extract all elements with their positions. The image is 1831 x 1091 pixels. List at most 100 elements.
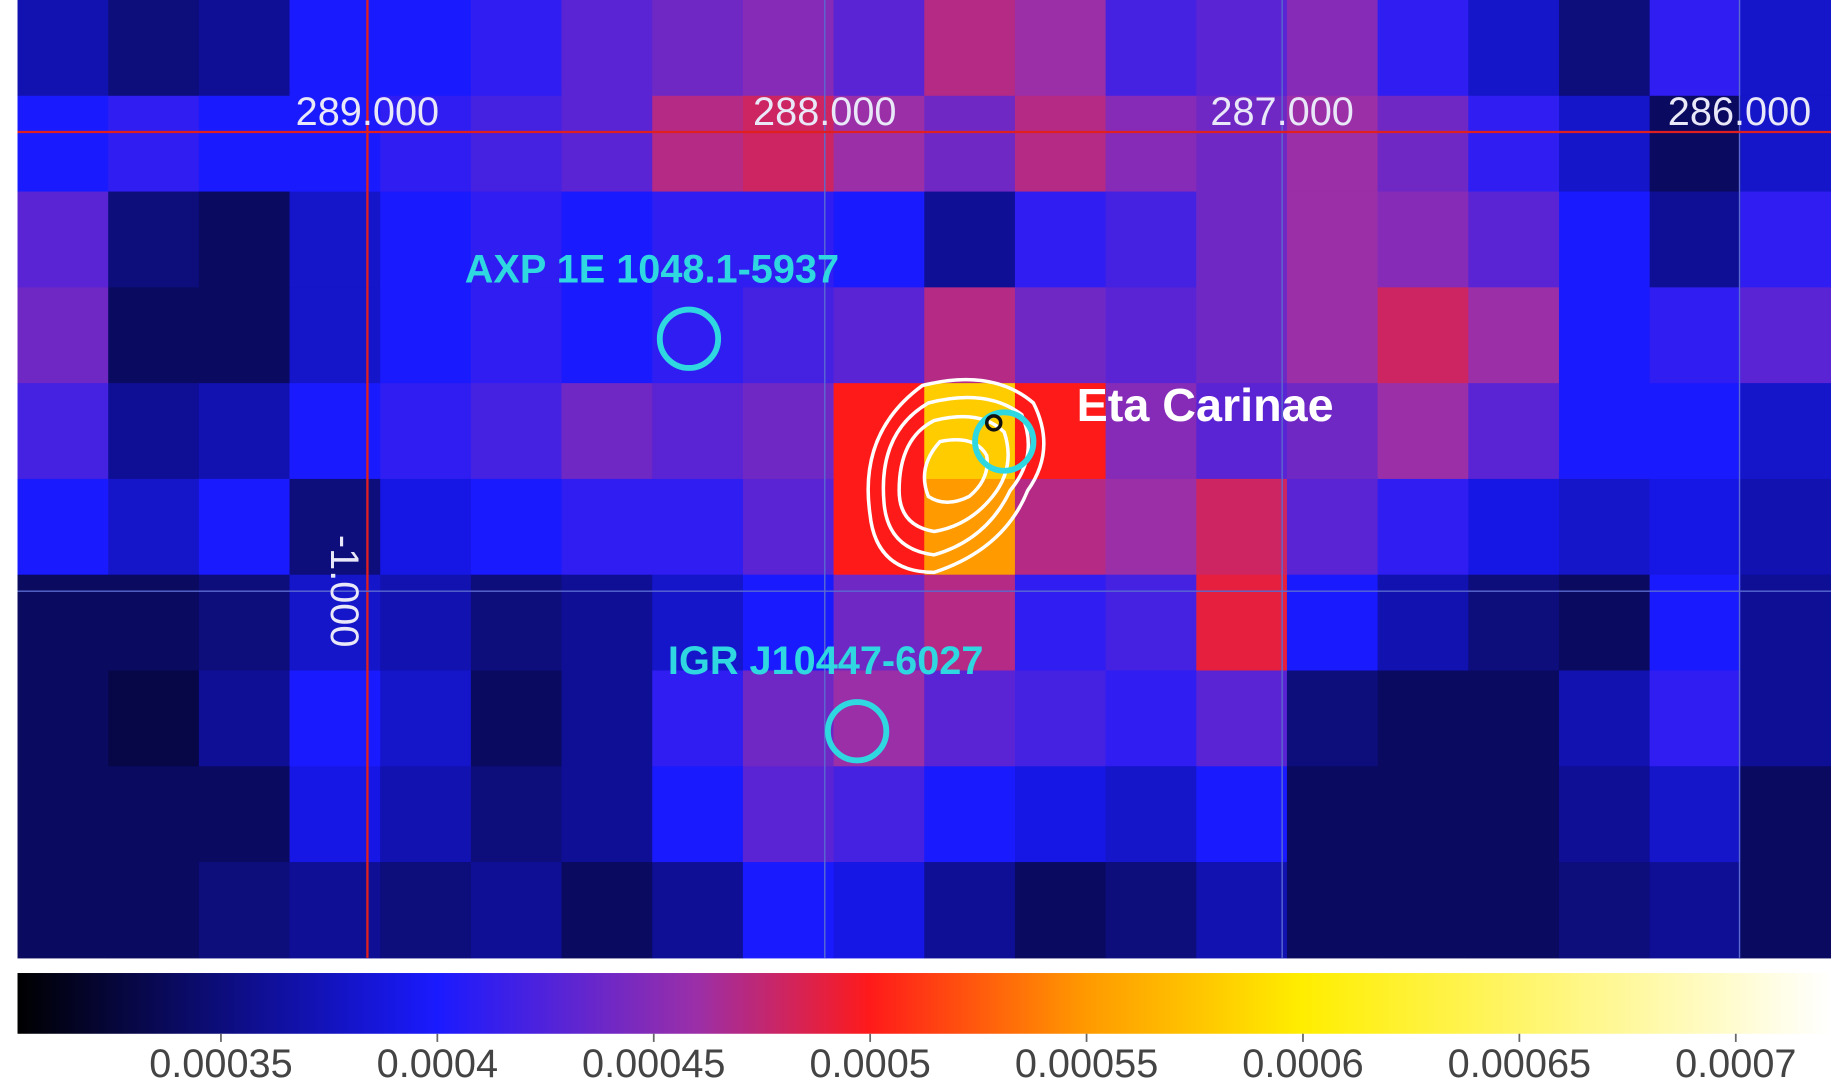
map-cell bbox=[1106, 766, 1197, 862]
map-cell bbox=[1650, 766, 1741, 862]
map-cell bbox=[471, 862, 562, 958]
map-cell bbox=[18, 670, 109, 766]
map-cell bbox=[1559, 383, 1650, 479]
map-cell bbox=[1196, 0, 1287, 96]
map-cell bbox=[1378, 192, 1469, 288]
map-cell bbox=[1106, 0, 1197, 96]
map-cell bbox=[108, 287, 199, 383]
map-cell bbox=[1287, 287, 1378, 383]
map-cell bbox=[1196, 192, 1287, 288]
map-cell bbox=[471, 0, 562, 96]
map-cell bbox=[834, 766, 925, 862]
map-cell bbox=[1378, 383, 1469, 479]
map-cell bbox=[1287, 575, 1378, 671]
map-cell bbox=[1468, 575, 1559, 671]
map-cell bbox=[108, 479, 199, 575]
map-cell bbox=[380, 192, 471, 288]
map-cell bbox=[18, 575, 109, 671]
map-cell bbox=[1468, 0, 1559, 96]
map-cell bbox=[1740, 862, 1831, 958]
map-cell bbox=[1196, 862, 1287, 958]
map-cell bbox=[1650, 670, 1741, 766]
map-cell bbox=[1015, 287, 1106, 383]
map-cell bbox=[1378, 287, 1469, 383]
x-tick-label: 286.000 bbox=[1668, 90, 1811, 134]
map-cell bbox=[1740, 383, 1831, 479]
map-cell bbox=[652, 670, 743, 766]
map-cell bbox=[562, 287, 653, 383]
map-cell bbox=[1015, 862, 1106, 958]
map-cell bbox=[108, 862, 199, 958]
map-cell bbox=[924, 0, 1015, 96]
map-cell bbox=[471, 766, 562, 862]
map-cell bbox=[1468, 192, 1559, 288]
map-cell bbox=[108, 192, 199, 288]
map-cell bbox=[562, 479, 653, 575]
map-cell bbox=[562, 575, 653, 671]
map-cell bbox=[199, 0, 290, 96]
map-cell bbox=[18, 766, 109, 862]
map-cell bbox=[18, 862, 109, 958]
x-tick-label: 288.000 bbox=[753, 90, 896, 134]
map-cell bbox=[1559, 0, 1650, 96]
map-cell bbox=[562, 862, 653, 958]
map-cell bbox=[1740, 192, 1831, 288]
map-cell bbox=[380, 383, 471, 479]
map-cell bbox=[562, 766, 653, 862]
map-cell bbox=[471, 96, 562, 192]
map-cell bbox=[1559, 575, 1650, 671]
map-cell bbox=[18, 96, 109, 192]
colorbar-tick-label: 0.0006 bbox=[1242, 1042, 1363, 1086]
map-cell bbox=[562, 670, 653, 766]
source-label: AXP 1E 1048.1-5937 bbox=[465, 248, 839, 292]
map-cell bbox=[199, 766, 290, 862]
map-cell bbox=[1287, 479, 1378, 575]
map-cell bbox=[1740, 670, 1831, 766]
map-cell bbox=[1468, 287, 1559, 383]
colorbar-tick-label: 0.00035 bbox=[149, 1042, 292, 1086]
map-cell bbox=[1106, 862, 1197, 958]
map-cell bbox=[1559, 670, 1650, 766]
map-cell bbox=[1559, 96, 1650, 192]
map-cell bbox=[199, 383, 290, 479]
map-cell bbox=[471, 670, 562, 766]
map-cell bbox=[1468, 862, 1559, 958]
map-cell bbox=[1559, 766, 1650, 862]
map-cell bbox=[471, 287, 562, 383]
map-cell bbox=[743, 766, 834, 862]
map-cell bbox=[18, 0, 109, 96]
y-tick-label: -1.000 bbox=[322, 535, 366, 648]
map-cell bbox=[1015, 479, 1106, 575]
map-cell bbox=[1378, 575, 1469, 671]
map-cell bbox=[1559, 192, 1650, 288]
map-cell bbox=[834, 287, 925, 383]
map-cell bbox=[1287, 0, 1378, 96]
colorbar-tick-label: 0.0007 bbox=[1675, 1042, 1796, 1086]
map-cell bbox=[1106, 670, 1197, 766]
map-cell bbox=[1015, 0, 1106, 96]
map-cell bbox=[1015, 96, 1106, 192]
map-cell bbox=[199, 479, 290, 575]
source-label: Eta Carinae bbox=[1077, 379, 1334, 431]
colorbar-gap bbox=[18, 960, 1831, 973]
map-cell bbox=[834, 0, 925, 96]
map-cell bbox=[924, 670, 1015, 766]
x-tick-label: 287.000 bbox=[1210, 90, 1353, 134]
map-cell bbox=[1196, 287, 1287, 383]
map-cell bbox=[1740, 575, 1831, 671]
map-cell bbox=[199, 670, 290, 766]
map-cell bbox=[108, 0, 199, 96]
map-cell bbox=[1650, 192, 1741, 288]
map-cell bbox=[1559, 479, 1650, 575]
map-cell bbox=[562, 383, 653, 479]
map-cell bbox=[1287, 670, 1378, 766]
map-cell bbox=[1015, 575, 1106, 671]
map-cell bbox=[18, 383, 109, 479]
map-cell bbox=[108, 766, 199, 862]
map-cell bbox=[199, 862, 290, 958]
map-cell bbox=[1015, 670, 1106, 766]
map-cell bbox=[743, 862, 834, 958]
map-cell bbox=[199, 575, 290, 671]
map-cell bbox=[199, 192, 290, 288]
